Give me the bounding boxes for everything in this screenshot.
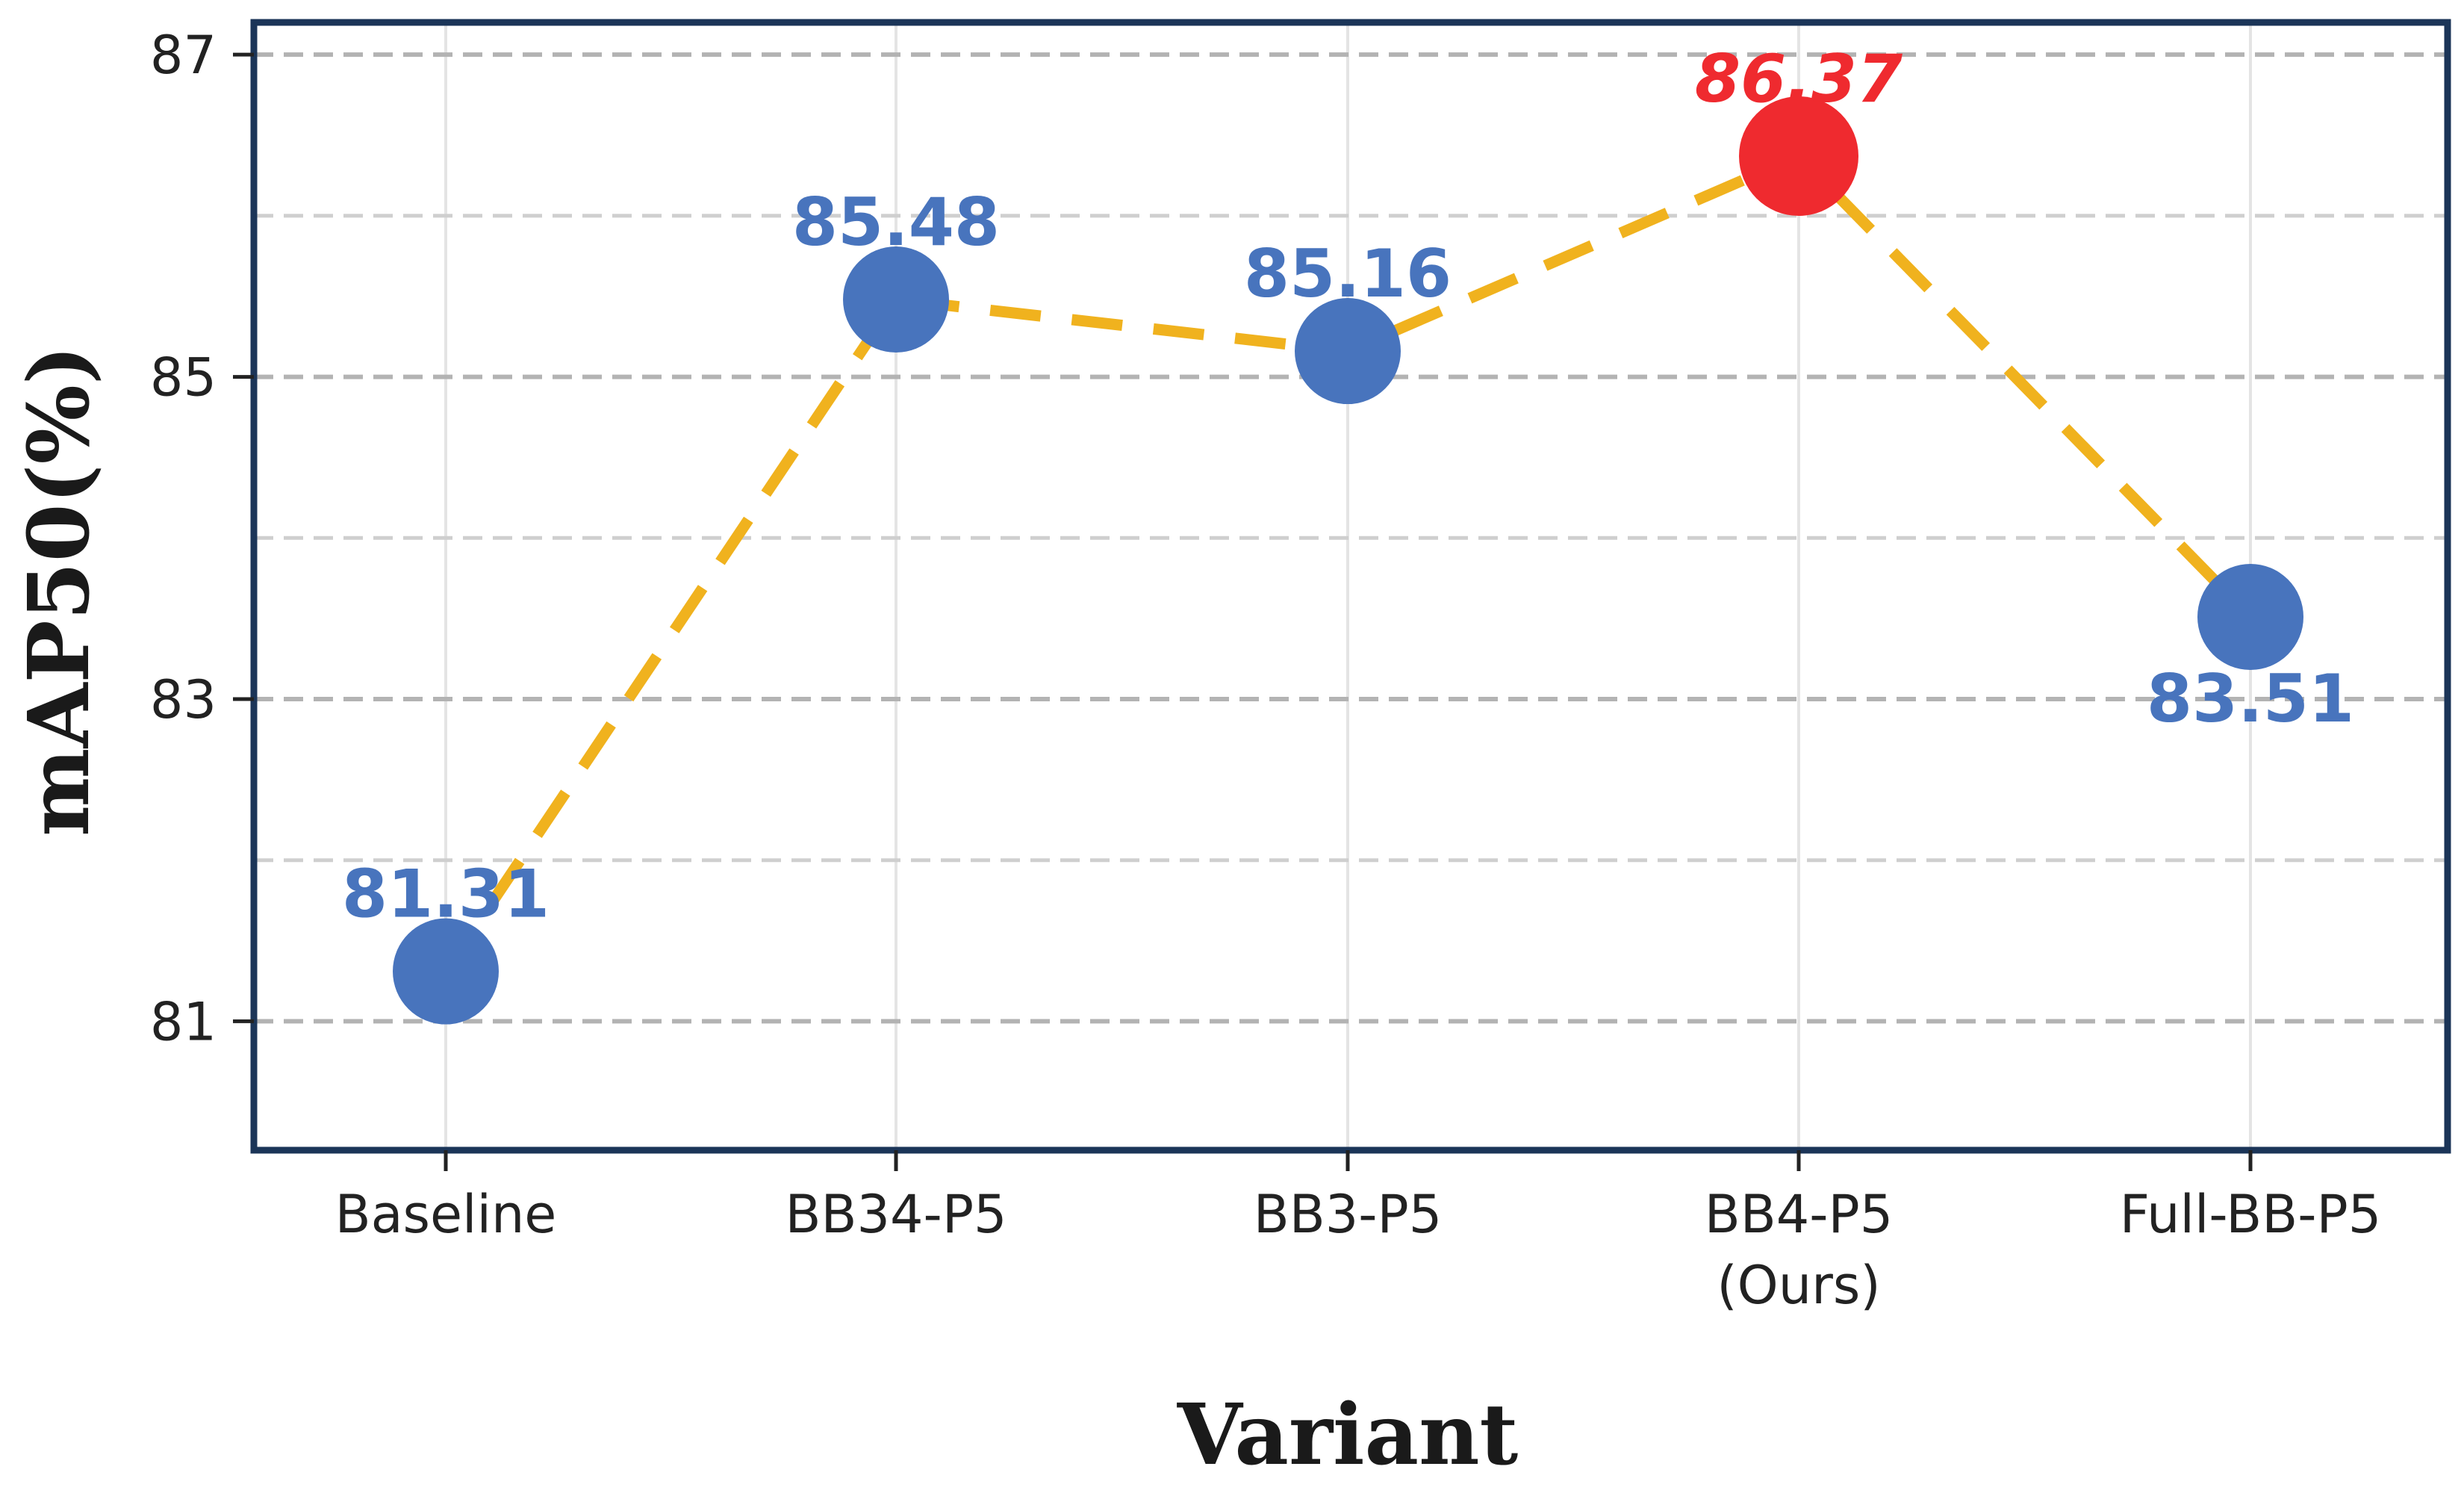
data-point <box>2197 563 2303 670</box>
y-tick-label: 85 <box>150 347 217 409</box>
x-tick-label: BB3-P5 <box>1254 1184 1443 1245</box>
x-tick-label: Baseline <box>335 1184 557 1245</box>
data-point <box>393 918 499 1025</box>
plot-frame <box>250 19 2451 1154</box>
x-tick-label: Full-BB-P5 <box>2120 1184 2382 1245</box>
x-tick-label: BB4-P5 <box>1705 1184 1894 1245</box>
grid <box>254 22 2448 1150</box>
x-tick-label: BB34-P5 <box>785 1184 1007 1245</box>
y-tick-label: 81 <box>150 991 217 1052</box>
data-label: 86.37 <box>1695 40 1903 117</box>
data-label: 85.16 <box>1244 235 1452 312</box>
axes: 81 83 85 87 Baseline BB34-P5 BB3-P5 BB4-P5 (Ours… <box>150 25 2381 1316</box>
data-label: 81.31 <box>342 856 550 933</box>
x-axis-title: Variant <box>1177 1386 1519 1484</box>
x-tick-label: (Ours) <box>1717 1255 1880 1316</box>
data-point <box>843 246 949 353</box>
y-axis-title: mAP50(%) <box>10 345 108 837</box>
data-point <box>1295 298 1401 405</box>
data-label: 83.51 <box>2147 660 2354 737</box>
y-tick-label: 87 <box>150 25 217 86</box>
marker-group <box>393 96 2303 1025</box>
data-label: 85.48 <box>792 184 1000 261</box>
data-point-highlight <box>1739 96 1858 217</box>
y-tick-label: 83 <box>150 669 217 730</box>
data-label-group: 81.31 85.48 85.16 86.37 83.51 <box>342 40 2354 933</box>
